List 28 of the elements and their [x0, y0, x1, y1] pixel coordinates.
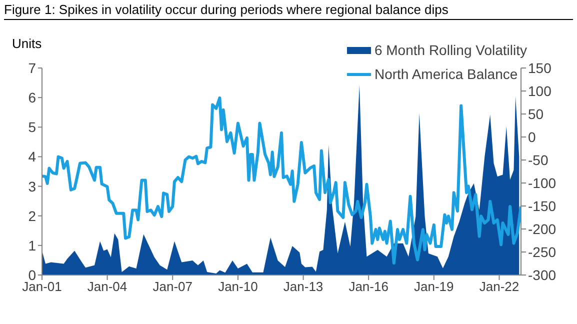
y2-tick-label: 150 — [528, 60, 552, 76]
y2-tick-label: -300 — [528, 266, 556, 283]
y2-tick-label: -150 — [528, 198, 556, 214]
x-tick-label: Jan-10 — [218, 279, 258, 294]
y-axis-title: Units — [12, 36, 42, 51]
y2-tick-label: 100 — [528, 82, 552, 99]
y-tick-label: 2 — [28, 208, 36, 224]
x-tick-label: Jan-13 — [283, 279, 324, 294]
x-tick-label: Jan-19 — [414, 279, 454, 294]
y-tick-label: 6 — [28, 90, 36, 106]
y-tick-label: 1 — [28, 237, 36, 254]
x-tick-label: Jan-16 — [348, 279, 388, 294]
y2-tick-label: -250 — [528, 244, 556, 260]
y-tick-label: 4 — [28, 148, 36, 165]
legend-label: 6 Month Rolling Volatility — [374, 42, 527, 58]
legend-label: North America Balance — [374, 66, 518, 82]
y2-tick-label: 50 — [528, 106, 544, 122]
y2-tick-label: -200 — [528, 220, 556, 237]
y2-tick-label: -100 — [528, 174, 556, 191]
y-tick-label: 5 — [28, 119, 36, 136]
x-tick-label: Jan-07 — [152, 279, 192, 294]
y2-tick-label: 0 — [528, 128, 536, 145]
x-tick-label: Jan-22 — [479, 279, 520, 294]
y-tick-label: 3 — [28, 178, 36, 194]
y2-tick-label: -50 — [528, 152, 548, 168]
x-tick-label: Jan-04 — [87, 279, 128, 294]
y-tick-label: 7 — [28, 60, 36, 76]
chart-title: Figure 1: Spikes in volatility occur during periods where regional balance dips — [4, 2, 573, 20]
